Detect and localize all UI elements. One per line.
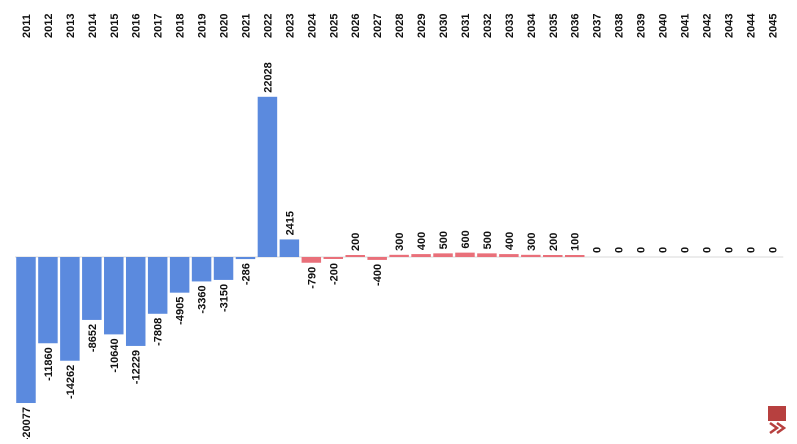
x-tick-label: 2043: [723, 14, 735, 38]
data-label: 400: [416, 232, 428, 250]
bar: [213, 257, 234, 280]
data-label: 0: [592, 247, 604, 253]
data-label: 0: [723, 247, 735, 253]
data-label: -8652: [87, 324, 99, 352]
x-tick-label: 2029: [416, 14, 428, 38]
bar: [257, 96, 278, 258]
x-tick-label: 2023: [284, 14, 296, 38]
x-tick-label: 2037: [592, 14, 604, 38]
data-label: 200: [350, 233, 362, 251]
x-tick-label: 2013: [65, 14, 77, 38]
x-tick-label: 2038: [614, 14, 626, 38]
x-tick-label: 2017: [153, 14, 165, 38]
data-label: -4905: [175, 297, 187, 325]
bar: [301, 257, 322, 263]
bar: [16, 257, 36, 404]
x-tick-label: 2021: [240, 14, 252, 38]
data-label: 0: [745, 247, 757, 253]
x-tick-label: 2031: [460, 14, 472, 38]
bar: [82, 257, 102, 320]
data-label: -7808: [153, 318, 165, 346]
data-label: 400: [504, 232, 516, 250]
x-tick-label: 2044: [745, 13, 757, 38]
x-tick-label: 2028: [394, 14, 406, 38]
data-label: -3360: [197, 285, 209, 313]
x-tick-label: 2018: [175, 14, 187, 38]
data-label: -14262: [65, 365, 77, 399]
bar: [411, 254, 431, 257]
bar: [477, 253, 497, 257]
x-tick-label: 2025: [328, 14, 340, 38]
bar: [38, 257, 58, 344]
x-tick-label: 2024: [306, 13, 318, 38]
x-tick-label: 2012: [43, 14, 55, 38]
x-tick-label: 2032: [482, 14, 494, 38]
x-tick-label: 2045: [767, 14, 779, 38]
x-tick-label: 2034: [526, 13, 538, 38]
x-tick-label: 2015: [109, 14, 121, 38]
bar: [564, 255, 585, 257]
bar: [191, 257, 212, 282]
data-label: 200: [548, 233, 560, 251]
data-label: 600: [460, 230, 472, 248]
data-label: -20077: [21, 407, 33, 439]
bar: [433, 253, 453, 257]
data-label: 2415: [284, 211, 296, 235]
x-tick-label: 2022: [262, 14, 274, 38]
x-tick-label: 2030: [438, 14, 450, 38]
x-tick-label: 2041: [679, 14, 691, 38]
x-tick-label: 2027: [372, 14, 384, 38]
bar: [455, 252, 475, 257]
data-label: -3150: [219, 284, 231, 312]
bar: [345, 255, 365, 257]
bar: [60, 257, 80, 361]
x-tick-label: 2036: [570, 14, 582, 38]
x-tick-label: 2033: [504, 14, 516, 38]
bar: [125, 257, 146, 346]
bar: [521, 254, 541, 257]
bar: [169, 257, 190, 293]
bar: [279, 239, 300, 257]
data-label: 0: [614, 247, 626, 253]
bar: [323, 257, 344, 259]
data-label: 0: [767, 247, 779, 253]
x-tick-label: 2019: [197, 14, 209, 38]
x-tick-label: 2035: [548, 14, 560, 38]
x-tick-label: 2026: [350, 14, 362, 38]
data-label: 100: [570, 233, 582, 251]
data-label: 300: [526, 232, 538, 250]
data-label: -11860: [43, 347, 55, 381]
data-label: 500: [438, 231, 450, 249]
x-tick-label: 2014: [87, 13, 99, 38]
data-label: -790: [306, 267, 318, 289]
data-label: -10640: [109, 338, 121, 372]
data-label: -400: [372, 264, 384, 286]
data-label: -200: [328, 263, 340, 285]
bar: [147, 257, 168, 314]
data-label: -286: [240, 263, 252, 285]
x-tick-label: 2020: [219, 14, 231, 38]
data-label: 300: [394, 232, 406, 250]
brand-logo-icon: [768, 406, 786, 434]
data-label: 22028: [262, 62, 274, 93]
x-tick-label: 2039: [636, 14, 648, 38]
bar: [235, 257, 256, 260]
x-tick-label: 2040: [658, 14, 670, 38]
data-label: 0: [679, 247, 691, 253]
x-tick-label: 2016: [131, 14, 143, 38]
data-label: 0: [658, 247, 670, 253]
data-label: 0: [701, 247, 713, 253]
bar: [499, 254, 519, 257]
data-label: -12229: [131, 350, 143, 384]
bar: [389, 254, 409, 257]
bar: [104, 257, 124, 335]
data-label: 500: [482, 231, 494, 249]
bar: [543, 255, 563, 257]
data-label: 0: [636, 247, 648, 253]
x-tick-label: 2011: [21, 14, 33, 38]
bar: [367, 257, 387, 260]
x-tick-label: 2042: [701, 14, 713, 38]
